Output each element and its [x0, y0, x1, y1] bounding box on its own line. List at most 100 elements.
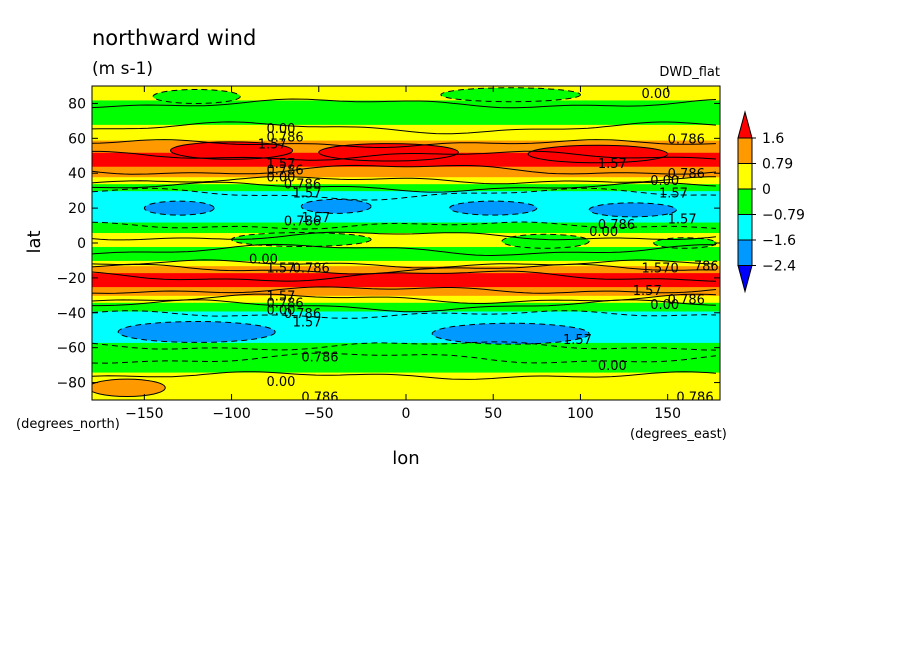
contour-label: 1.57 [598, 157, 627, 172]
contour-line [92, 259, 717, 269]
contour-label: 1.57 [266, 289, 295, 304]
contour-line [92, 286, 717, 294]
field-feature [152, 88, 241, 104]
field-feature [170, 141, 294, 160]
contour-label: 0.786 [668, 167, 705, 182]
y-tick-label: −60 [56, 341, 86, 357]
field-feature [431, 322, 590, 345]
contour-label: 0.786 [266, 296, 303, 311]
colorbar-swatch [737, 163, 753, 190]
contour-label: 1.57 [293, 316, 322, 331]
colorbar-swatch [737, 137, 753, 164]
contour-label: 0.786 [301, 350, 338, 365]
contour-line [92, 98, 717, 109]
y-tick-label: −40 [56, 306, 86, 322]
contour-label: 1.57 [266, 157, 295, 172]
contour-line [92, 263, 717, 275]
y-axis-units: (degrees_north) [16, 417, 120, 432]
colorbar-swatch [737, 188, 753, 215]
contour-label: 1.57 [659, 186, 688, 201]
contour-label: 0.00 [642, 87, 671, 102]
field-feature [117, 321, 276, 343]
contour-label: 0.00 [249, 253, 278, 268]
contour-label: 0.786 [284, 307, 321, 322]
x-tick-label: −150 [125, 406, 163, 422]
x-tick-label: 50 [484, 406, 502, 422]
dataset-label: DWD_flat [659, 65, 720, 80]
contour-label: 0.786 [668, 132, 705, 147]
contour-line [92, 352, 717, 364]
colorbar-swatch [737, 214, 753, 241]
contour-line [92, 310, 717, 319]
contour-line [92, 150, 717, 161]
contour-line [92, 139, 717, 149]
x-tick-label: −50 [304, 406, 334, 422]
contour-label: 0.00 [650, 174, 679, 189]
field-feature [92, 378, 166, 398]
contour-label: 1.570 [642, 261, 679, 276]
contour-line [92, 243, 717, 257]
contour-label: 0.786 [266, 131, 303, 146]
contour-label: 0.00 [266, 122, 295, 137]
contour-line [92, 299, 717, 313]
colorbar-label: −0.79 [762, 208, 805, 224]
contour-label: 0.00 [266, 303, 295, 318]
contour-label: 0.786 [668, 293, 705, 308]
contour-line [92, 231, 717, 241]
x-axis-units: (degrees_east) [630, 427, 727, 442]
contour-label: 0.00 [266, 375, 295, 390]
x-tick-label: 150 [654, 406, 681, 422]
colorbar-label: −2.4 [762, 259, 796, 275]
contour-line [92, 270, 717, 282]
x-axis-label: lon [392, 448, 419, 469]
y-tick-label: 20 [68, 201, 86, 217]
contour-label: 1.57 [301, 211, 330, 226]
contour-label: 0.786 [284, 214, 321, 229]
field-feature [449, 200, 538, 216]
contour-label: 0.786 [598, 218, 635, 233]
y-tick-label: −20 [56, 271, 86, 287]
colorbar-label: 1.6 [762, 131, 784, 147]
x-tick-label: 0 [402, 406, 411, 422]
contour-label: 786 [694, 260, 719, 275]
chart-units: (m s-1) [92, 59, 153, 79]
contour-label: 0.00 [266, 171, 295, 186]
y-tick-label: 0 [77, 236, 86, 252]
field-feature [440, 87, 581, 103]
contour-label: 0.00 [650, 298, 679, 313]
y-axis-ticks: −80 −60 −40 −20 0 20 40 60 80 [56, 96, 720, 392]
contour-line [92, 121, 717, 135]
contour-label: 0.00 [598, 359, 627, 374]
contour-label: 0.786 [284, 178, 321, 193]
colorbar-swatch [737, 239, 753, 266]
contour-line [92, 181, 717, 193]
chart-title: northward wind [92, 26, 256, 50]
contour-label: 0.786 [293, 261, 330, 276]
x-axis-ticks: −150 −100 −50 0 50 100 150 [125, 86, 681, 422]
contour-label: 1.57 [633, 284, 662, 299]
colorbar-label: 0.79 [762, 157, 793, 173]
contour-line [92, 164, 717, 175]
y-tick-label: 80 [68, 96, 86, 112]
field-feature [588, 202, 677, 218]
y-tick-label: 60 [68, 131, 86, 147]
field-feature [143, 200, 215, 216]
x-tick-label: 100 [567, 406, 594, 422]
contour-label: 0.00 [589, 225, 618, 240]
colorbar-min-arrow [737, 265, 753, 294]
x-tick-label: −100 [212, 406, 250, 422]
contour-line [92, 176, 717, 185]
contour-label: 0.786 [676, 391, 713, 406]
field-feature [300, 198, 372, 214]
y-axis-label: lat [24, 230, 45, 253]
y-tick-label: −80 [56, 376, 86, 392]
colorbar: 1.6 0.79 0 −0.79 −1.6 −2.4 [737, 110, 805, 294]
contour-line [92, 341, 717, 351]
field-feature [501, 233, 590, 249]
contour-label: 0.786 [266, 164, 303, 179]
field-feature [318, 143, 459, 162]
contour-labels: 0.000.7860.000.7861.571.571.570.7860.000… [249, 87, 719, 406]
colorbar-max-arrow [737, 110, 753, 139]
contour-label: 1.57 [668, 213, 697, 228]
